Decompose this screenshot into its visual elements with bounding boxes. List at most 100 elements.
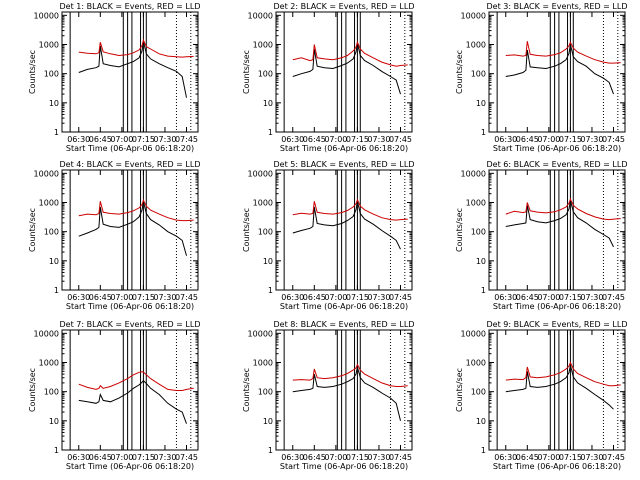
y-tick-label: 1 <box>481 446 486 455</box>
series-line-lld <box>292 363 408 387</box>
x-tick-label: 07:00 <box>324 453 347 462</box>
plot-frame <box>488 329 626 451</box>
x-tick-label: 06:30 <box>281 135 304 144</box>
y-tick-label: 10000 <box>34 169 59 178</box>
plot-frame <box>61 329 199 451</box>
series-line-lld <box>292 40 408 67</box>
y-tick-label: 1 <box>54 446 59 455</box>
panel-title: Det 2: BLACK = Events, RED = LLD <box>274 2 415 11</box>
x-tick-label: 07:45 <box>389 453 412 462</box>
x-tick-label: 06:30 <box>281 293 304 302</box>
x-tick-label: 07:45 <box>602 293 625 302</box>
y-tick-label: 100 <box>44 70 59 79</box>
x-tick-label: 07:45 <box>602 135 625 144</box>
y-tick-label: 10 <box>476 417 486 426</box>
y-tick-label: 10 <box>476 99 486 108</box>
x-tick-label: 07:15 <box>132 135 155 144</box>
panel-title: Det 1: BLACK = Events, RED = LLD <box>60 2 201 11</box>
x-tick-label: 07:45 <box>175 135 198 144</box>
series-line-events <box>292 43 401 95</box>
x-tick-label: 07:15 <box>346 293 369 302</box>
x-tick-label: 07:30 <box>153 135 176 144</box>
x-tick-label: 07:00 <box>324 135 347 144</box>
panel-det-3: 1 10 100 1000 10000 06:3006:4507:0007:1507:30… <box>455 2 627 153</box>
series-line-events <box>78 379 187 424</box>
x-axis-label: Start Time (06-Apr-06 06:18:20) <box>493 144 621 153</box>
series-line-lld <box>292 198 408 221</box>
panel-title: Det 8: BLACK = Events, RED = LLD <box>274 320 415 329</box>
x-tick-label: 07:00 <box>110 135 133 144</box>
panel-title: Det 9: BLACK = Events, RED = LLD <box>487 320 628 329</box>
panel-title: Det 5: BLACK = Events, RED = LLD <box>274 160 415 169</box>
y-tick-label: 100 <box>258 228 273 237</box>
panel-det-6: 1 10 100 1000 10000 06:3006:4507:0007:1507:30… <box>455 160 627 311</box>
y-tick-label: 1 <box>54 286 59 295</box>
x-tick-label: 07:45 <box>175 453 198 462</box>
x-tick-label: 07:00 <box>537 135 560 144</box>
x-tick-label: 07:30 <box>367 293 390 302</box>
panel-det-2: 1 10 100 1000 10000 06:3006:4507:0007:1507:30… <box>242 2 414 153</box>
plot-frame <box>275 11 413 133</box>
x-tick-label: 07:15 <box>346 453 369 462</box>
x-tick-label: 06:30 <box>281 453 304 462</box>
y-tick-label: 1 <box>54 128 59 137</box>
x-tick-label: 06:45 <box>516 293 539 302</box>
x-tick-label: 07:00 <box>537 293 560 302</box>
series-line-events <box>505 200 614 248</box>
x-tick-label: 07:45 <box>389 293 412 302</box>
x-axis-label: Start Time (06-Apr-06 06:18:20) <box>66 144 194 153</box>
y-tick-label: 10 <box>263 257 273 266</box>
series-line-lld <box>78 371 194 391</box>
y-tick-label: 10000 <box>34 11 59 20</box>
y-tick-label: 1000 <box>466 198 486 207</box>
x-tick-label: 07:30 <box>153 293 176 302</box>
x-axis-label: Start Time (06-Apr-06 06:18:20) <box>493 302 621 311</box>
plot-frame <box>488 11 626 133</box>
x-tick-label: 07:45 <box>389 135 412 144</box>
x-axis-label: Start Time (06-Apr-06 06:18:20) <box>280 462 408 471</box>
series-line-lld <box>78 38 194 58</box>
plot-frame <box>275 169 413 291</box>
plot-frame <box>488 169 626 291</box>
x-tick-label: 07:45 <box>175 293 198 302</box>
x-tick-label: 06:45 <box>89 293 112 302</box>
panel-det-4: 1 10 100 1000 10000 06:3006:4507:0007:1507:30… <box>28 160 200 311</box>
panel-det-7: 1 10 100 1000 10000 06:3006:4507:0007:1507:30… <box>28 320 200 471</box>
y-axis-label: Counts/sec <box>242 368 251 412</box>
x-tick-label: 06:30 <box>67 293 90 302</box>
x-axis-label: Start Time (06-Apr-06 06:18:20) <box>66 462 194 471</box>
series-line-lld <box>505 197 621 221</box>
panel-title: Det 6: BLACK = Events, RED = LLD <box>487 160 628 169</box>
y-tick-label: 100 <box>44 388 59 397</box>
y-tick-label: 10000 <box>248 329 273 338</box>
x-axis-label: Start Time (06-Apr-06 06:18:20) <box>493 462 621 471</box>
y-tick-label: 1000 <box>253 358 273 367</box>
x-tick-label: 07:00 <box>110 453 133 462</box>
y-tick-label: 1 <box>481 286 486 295</box>
series-line-events <box>505 44 614 95</box>
y-tick-label: 1000 <box>466 40 486 49</box>
series-line-lld <box>78 198 194 222</box>
x-tick-label: 07:30 <box>580 453 603 462</box>
x-tick-label: 07:30 <box>580 135 603 144</box>
x-tick-label: 07:15 <box>559 135 582 144</box>
y-tick-label: 10000 <box>248 169 273 178</box>
y-tick-label: 10 <box>49 417 59 426</box>
x-tick-label: 07:15 <box>346 135 369 144</box>
panel-det-5: 1 10 100 1000 10000 06:3006:4507:0007:1507:30… <box>242 160 414 311</box>
y-tick-label: 1000 <box>253 40 273 49</box>
x-tick-label: 06:45 <box>89 453 112 462</box>
y-tick-label: 10000 <box>461 329 486 338</box>
x-tick-label: 07:45 <box>602 453 625 462</box>
panel-title: Det 3: BLACK = Events, RED = LLD <box>487 2 628 11</box>
y-tick-label: 1000 <box>253 198 273 207</box>
series-line-lld <box>505 361 621 387</box>
y-tick-label: 10 <box>263 99 273 108</box>
x-tick-label: 06:30 <box>67 135 90 144</box>
x-tick-label: 07:30 <box>367 453 390 462</box>
y-tick-label: 1000 <box>39 198 59 207</box>
y-tick-label: 1 <box>268 446 273 455</box>
y-tick-label: 100 <box>258 70 273 79</box>
x-tick-label: 06:45 <box>303 453 326 462</box>
